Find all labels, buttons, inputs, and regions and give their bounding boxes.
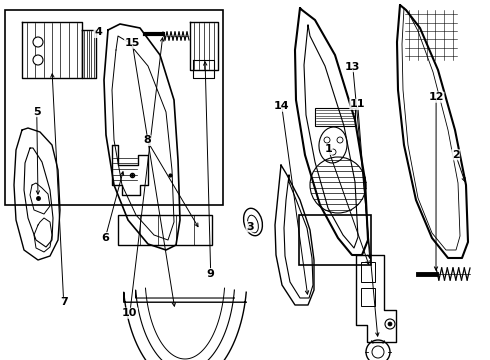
Circle shape [33,37,43,47]
Bar [315,108,355,126]
Text: 14: 14 [274,101,290,111]
Text: 4: 4 [94,27,102,37]
Text: 7: 7 [60,297,68,307]
Text: 1: 1 [324,144,332,154]
Text: 6: 6 [101,233,109,243]
Text: 12: 12 [428,92,444,102]
Text: 2: 2 [452,150,460,160]
Circle shape [33,55,43,65]
Text: 13: 13 [345,62,361,72]
Text: 5: 5 [33,107,41,117]
Bar [118,215,212,245]
Text: 8: 8 [143,135,151,145]
Bar [361,262,375,282]
Bar [5,10,223,205]
Text: 11: 11 [350,99,366,109]
Circle shape [388,322,392,326]
Text: 15: 15 [124,38,140,48]
Text: 3: 3 [246,222,254,232]
Text: 9: 9 [207,269,215,279]
Text: 10: 10 [122,308,138,318]
Bar [361,288,375,306]
Bar [299,215,371,265]
